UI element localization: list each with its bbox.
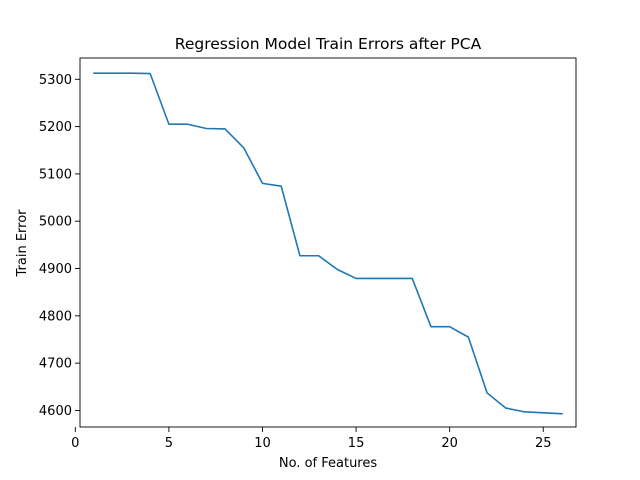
x-axis-title: No. of Features bbox=[279, 456, 378, 471]
plot-area: 0 5 10 15 20 25 4600 4700 4800 4900 5000 5100 5200 53… bbox=[39, 57, 577, 451]
y-tick-label: 4900 bbox=[39, 262, 72, 277]
x-tick-label: 10 bbox=[254, 436, 271, 451]
y-tick-label: 5300 bbox=[39, 73, 72, 88]
y-tick-label: 4700 bbox=[39, 357, 72, 372]
chart-title: Regression Model Train Errors after PCA bbox=[175, 35, 482, 53]
x-tick-label: 25 bbox=[535, 436, 552, 451]
y-tick-label: 5200 bbox=[39, 120, 72, 135]
y-tick-label: 4600 bbox=[39, 404, 72, 419]
x-tick-label: 20 bbox=[441, 436, 458, 451]
x-tick-label: 5 bbox=[165, 436, 173, 451]
plot-frame bbox=[79, 57, 577, 428]
x-tick-label: 15 bbox=[348, 436, 365, 451]
y-axis-title: Train Error bbox=[15, 209, 30, 278]
x-tick-label: 0 bbox=[71, 436, 79, 451]
y-tick-label: 4800 bbox=[39, 309, 72, 324]
y-tick-label: 5000 bbox=[39, 215, 72, 230]
series-line-0 bbox=[93, 72, 563, 415]
y-tick-label: 5100 bbox=[39, 167, 72, 182]
